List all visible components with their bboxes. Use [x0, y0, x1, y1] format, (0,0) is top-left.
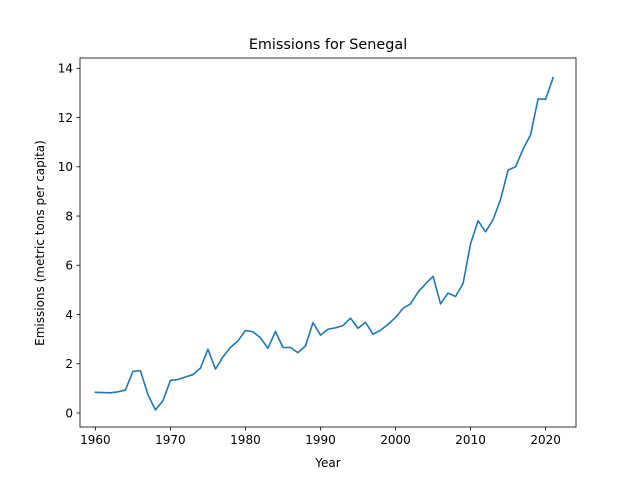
emissions-series-line	[94, 76, 555, 411]
y-tick-label: 6	[65, 259, 73, 273]
y-axis-ticks: 0 2 4 6 8 10 12 14	[58, 62, 80, 420]
x-tick-label: 1970	[155, 433, 186, 447]
x-tick-label: 1960	[80, 433, 111, 447]
y-tick-label: 14	[58, 62, 73, 76]
x-tick-label: 2020	[530, 433, 561, 447]
x-axis-label: Year	[314, 456, 340, 470]
chart-title: Emissions for Senegal	[249, 37, 407, 53]
y-tick-label: 8	[65, 209, 73, 223]
y-tick-label: 12	[58, 111, 73, 125]
y-tick-label: 10	[58, 160, 73, 174]
plot-area-frame	[79, 57, 577, 428]
y-tick-label: 2	[65, 357, 73, 371]
y-tick-label: 4	[65, 308, 73, 322]
y-tick-label: 0	[65, 406, 73, 420]
x-axis-ticks: 1960 1970 1980 1990 2000 2010 2020	[80, 427, 561, 447]
x-tick-label: 2000	[380, 433, 411, 447]
x-tick-label: 1980	[230, 433, 261, 447]
x-tick-label: 2010	[455, 433, 486, 447]
x-tick-label: 1990	[305, 433, 336, 447]
y-axis-label: Emissions (metric tons per capita)	[33, 140, 47, 346]
